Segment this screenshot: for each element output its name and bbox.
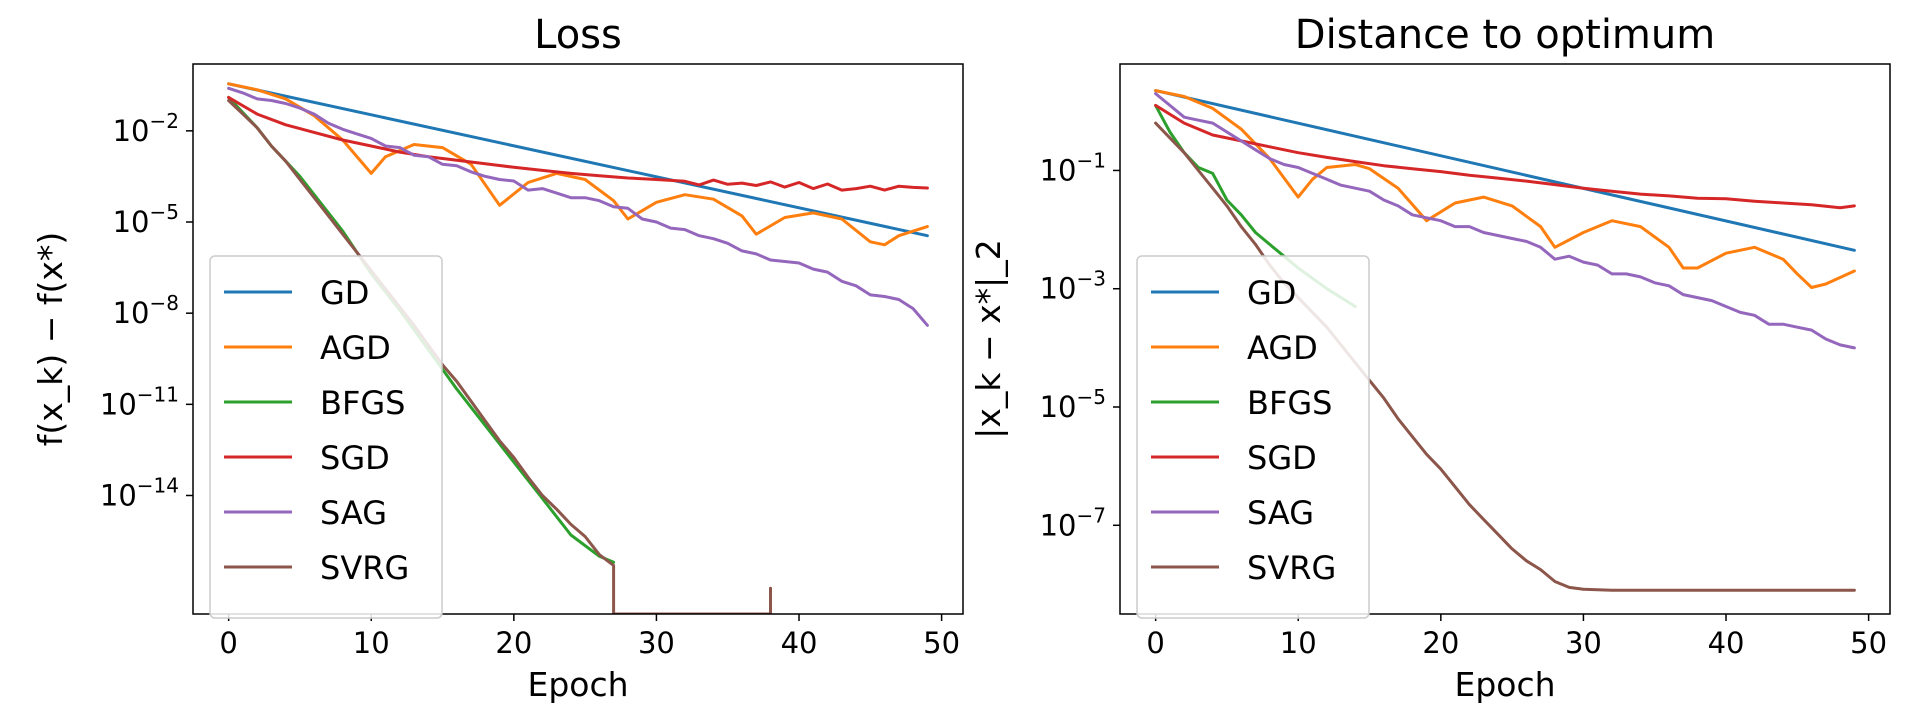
- legend-label-svrg: SVRG: [320, 549, 409, 587]
- series-lines: [1154, 89, 1856, 592]
- y-tick-label: 10−11: [100, 382, 179, 421]
- y-tick-label: 10−2: [113, 109, 179, 148]
- legend-label-sgd: SGD: [1247, 439, 1317, 477]
- loss-chart: Loss Epoch f(x_k) − f(x*) 0 10 20 30 40 50 10−2 10…: [31, 12, 964, 704]
- plot-frame: [1119, 63, 1891, 615]
- series-line-sgd: [1154, 103, 1856, 210]
- legend: GD AGD BFGS SGD SAG SVRG: [209, 255, 443, 619]
- x-tick-label: 20: [1422, 626, 1459, 660]
- y-tick-label: 10−5: [1040, 385, 1106, 424]
- y-tick-label: 10−1: [1040, 148, 1106, 187]
- legend: GD AGD BFGS SGD SAG SVRG: [1136, 255, 1370, 619]
- series-line-gd: [1154, 89, 1856, 252]
- series-line-gd: [227, 82, 929, 238]
- plot-frame: [192, 63, 964, 615]
- x-tick-label: 10: [1280, 626, 1317, 660]
- x-tick-label: 20: [495, 626, 532, 660]
- x-tick-label: 50: [923, 626, 960, 660]
- y-axis-label: f(x_k) − f(x*): [31, 232, 70, 447]
- distance-chart: Distance to optimum Epoch |x_k − x*|_2 0 10 2…: [969, 12, 1891, 704]
- x-tick-label: 10: [353, 626, 390, 660]
- x-tick-label: 40: [1708, 626, 1745, 660]
- x-axis-label: Epoch: [527, 665, 628, 704]
- chart-title: Distance to optimum: [1295, 12, 1715, 58]
- y-tick-label: 10−8: [113, 291, 179, 330]
- x-tick-label: 0: [1146, 626, 1164, 660]
- y-tick-label: 10−5: [113, 200, 179, 239]
- series-line-svrg: [227, 99, 772, 614]
- y-tick-label: 10−3: [1040, 267, 1106, 306]
- series-line-sgd: [227, 95, 929, 192]
- legend-label-gd: GD: [320, 274, 369, 312]
- legend-label-sag: SAG: [1247, 494, 1314, 532]
- series-line-sag: [1154, 92, 1856, 350]
- chart-title: Loss: [534, 12, 622, 58]
- x-tick-label: 40: [781, 626, 818, 660]
- series-line-agd: [1154, 89, 1856, 289]
- legend-label-sgd: SGD: [320, 439, 390, 477]
- legend-label-bfgs: BFGS: [1247, 384, 1332, 422]
- legend-label-sag: SAG: [320, 494, 387, 532]
- y-tick-label: 10−14: [100, 473, 179, 512]
- y-tick-label: 10−7: [1040, 503, 1106, 542]
- legend-label-svrg: SVRG: [1247, 549, 1336, 587]
- x-tick-label: 50: [1850, 626, 1887, 660]
- series-line-agd: [227, 82, 929, 247]
- x-axis-label: Epoch: [1454, 665, 1555, 704]
- y-axis-label: |x_k − x*|_2: [969, 239, 1008, 439]
- legend-label-gd: GD: [1247, 274, 1296, 312]
- x-tick-label: 30: [638, 626, 675, 660]
- series-line-svrg: [1154, 121, 1856, 592]
- series-line-sag: [227, 86, 929, 327]
- legend-label-bfgs: BFGS: [320, 384, 405, 422]
- legend-label-agd: AGD: [320, 329, 391, 367]
- x-tick-label: 0: [219, 626, 237, 660]
- x-tick-label: 30: [1565, 626, 1602, 660]
- legend-label-agd: AGD: [1247, 329, 1318, 367]
